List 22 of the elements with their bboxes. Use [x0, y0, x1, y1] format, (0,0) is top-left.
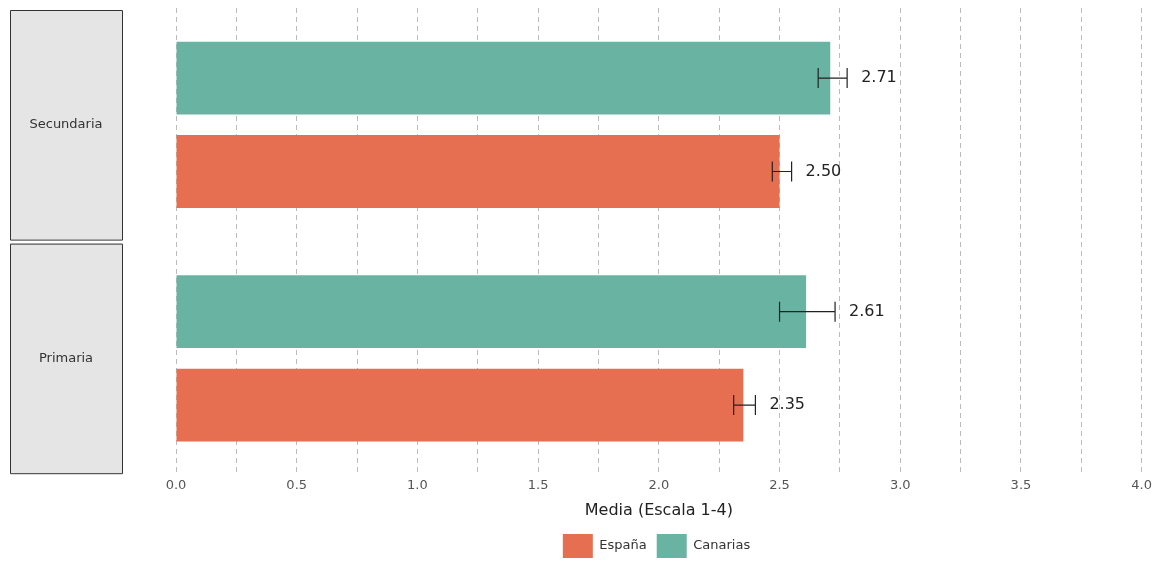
x-axis-title: Media (Escala 1-4) [584, 499, 733, 519]
data-label: 2.35 [769, 394, 806, 414]
x-tick-label: 4.0 [1131, 477, 1153, 493]
bar [176, 275, 807, 349]
legend-label: Canarias [693, 537, 751, 553]
x-tick-label: 0.5 [286, 477, 308, 493]
y-tick-label: Primaria [38, 349, 94, 365]
x-tick-label: 2.5 [769, 477, 790, 493]
legend-label: España [599, 537, 647, 553]
data-label: 2.50 [805, 160, 842, 180]
y-tick-label: Secundaria [29, 116, 103, 132]
x-tick-label: 1.5 [527, 477, 549, 493]
bar [176, 135, 780, 208]
x-tick-label: 1.0 [407, 477, 428, 493]
x-tick-label: 3.0 [889, 477, 911, 493]
x-tick-label: 3.5 [1010, 477, 1032, 493]
x-tick-label: 2.0 [648, 477, 670, 493]
data-label: 2.61 [849, 300, 885, 320]
bar [176, 41, 831, 115]
bar [176, 368, 744, 442]
data-label: 2.71 [861, 67, 897, 87]
x-tick-label: 0.0 [165, 477, 187, 493]
